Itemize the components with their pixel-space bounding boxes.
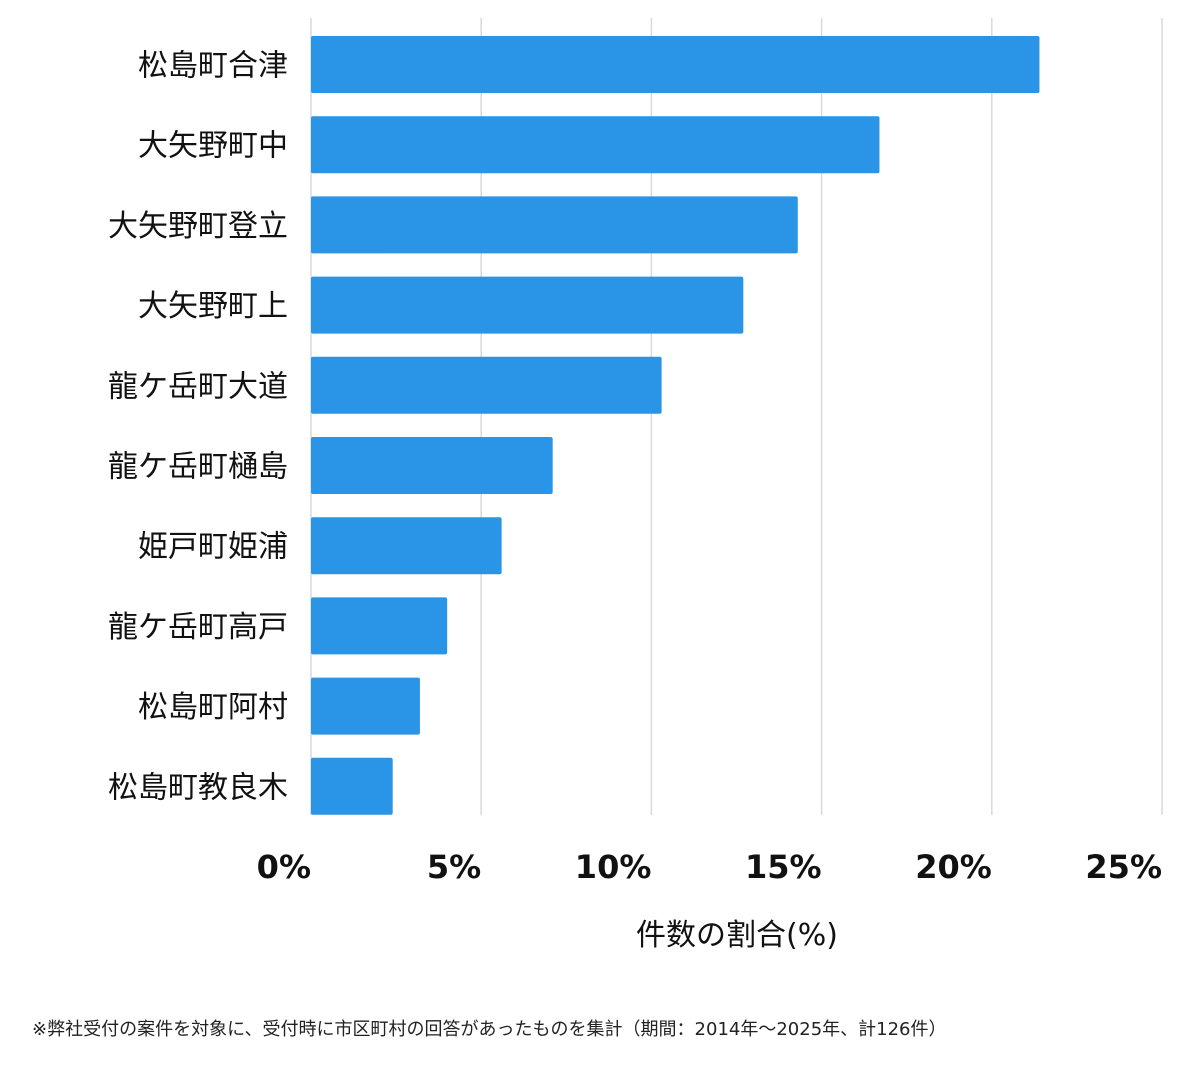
bar xyxy=(311,757,393,815)
category-label: 龍ケ岳町大道 xyxy=(108,369,288,404)
bar xyxy=(311,597,448,655)
category-label: 龍ケ岳町高戸 xyxy=(108,610,288,645)
bar xyxy=(311,437,553,494)
category-label: 龍ケ岳町樋島 xyxy=(108,450,288,485)
x-tick-label: 20% xyxy=(915,848,992,886)
x-tick-label: 10% xyxy=(575,848,652,886)
bars xyxy=(311,36,1040,815)
bar-chart: 松島町合津大矢野町中大矢野町登立大矢野町上龍ケ岳町大道龍ケ岳町樋島姫戸町姫浦龍ケ… xyxy=(108,18,1163,953)
category-label: 大矢野町上 xyxy=(138,289,288,324)
x-tick-label: 0% xyxy=(257,848,311,886)
category-label: 松島町阿村 xyxy=(138,690,288,725)
x-tick-label: 25% xyxy=(1085,848,1162,886)
category-label: 松島町教良木 xyxy=(108,770,288,805)
category-labels: 松島町合津大矢野町中大矢野町登立大矢野町上龍ケ岳町大道龍ケ岳町樋島姫戸町姫浦龍ケ… xyxy=(108,49,288,806)
category-label: 大矢野町中 xyxy=(138,129,288,164)
bar xyxy=(311,677,420,735)
category-label: 姫戸町姫浦 xyxy=(138,530,288,565)
x-tick-label: 5% xyxy=(427,848,481,886)
x-tick-label: 15% xyxy=(745,848,822,886)
x-tick-labels: 0% 5% 10% 15% 20% 25% xyxy=(257,848,1162,886)
bar xyxy=(311,36,1040,93)
category-label: 大矢野町登立 xyxy=(108,209,288,244)
bar xyxy=(311,517,502,575)
bar xyxy=(311,116,880,174)
bar xyxy=(311,356,662,414)
category-label: 松島町合津 xyxy=(138,49,288,84)
footnote: ※弊社受付の案件を対象に、受付時に市区町村の回答があったものを集計（期間：201… xyxy=(32,1019,947,1040)
bar xyxy=(311,276,744,334)
bar xyxy=(311,196,798,254)
x-axis-title: 件数の割合(%) xyxy=(636,918,838,953)
